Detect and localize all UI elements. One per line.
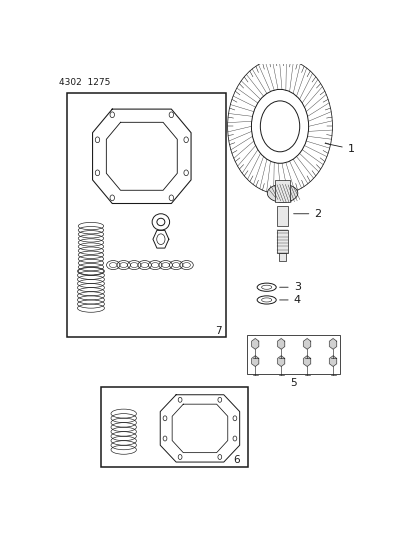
Text: 4302  1275: 4302 1275 [59, 78, 110, 87]
Polygon shape [277, 356, 284, 366]
Bar [67, 93, 225, 337]
Bar [246, 335, 339, 374]
Polygon shape [303, 338, 310, 349]
Ellipse shape [267, 184, 297, 202]
Polygon shape [329, 356, 336, 366]
Bar [276, 206, 288, 226]
Polygon shape [303, 356, 310, 366]
Bar [100, 387, 247, 467]
Text: 6: 6 [233, 455, 240, 465]
Text: 1: 1 [324, 143, 354, 154]
Text: 4: 4 [279, 295, 300, 305]
Polygon shape [251, 356, 258, 366]
Polygon shape [329, 338, 336, 349]
Bar [279, 253, 285, 261]
Text: 5: 5 [290, 378, 296, 388]
Bar [277, 230, 287, 253]
Text: 3: 3 [279, 282, 300, 292]
Bar [274, 180, 290, 202]
Text: 7: 7 [214, 326, 221, 336]
Text: 2: 2 [293, 209, 321, 219]
Polygon shape [277, 338, 284, 349]
Polygon shape [251, 338, 258, 349]
